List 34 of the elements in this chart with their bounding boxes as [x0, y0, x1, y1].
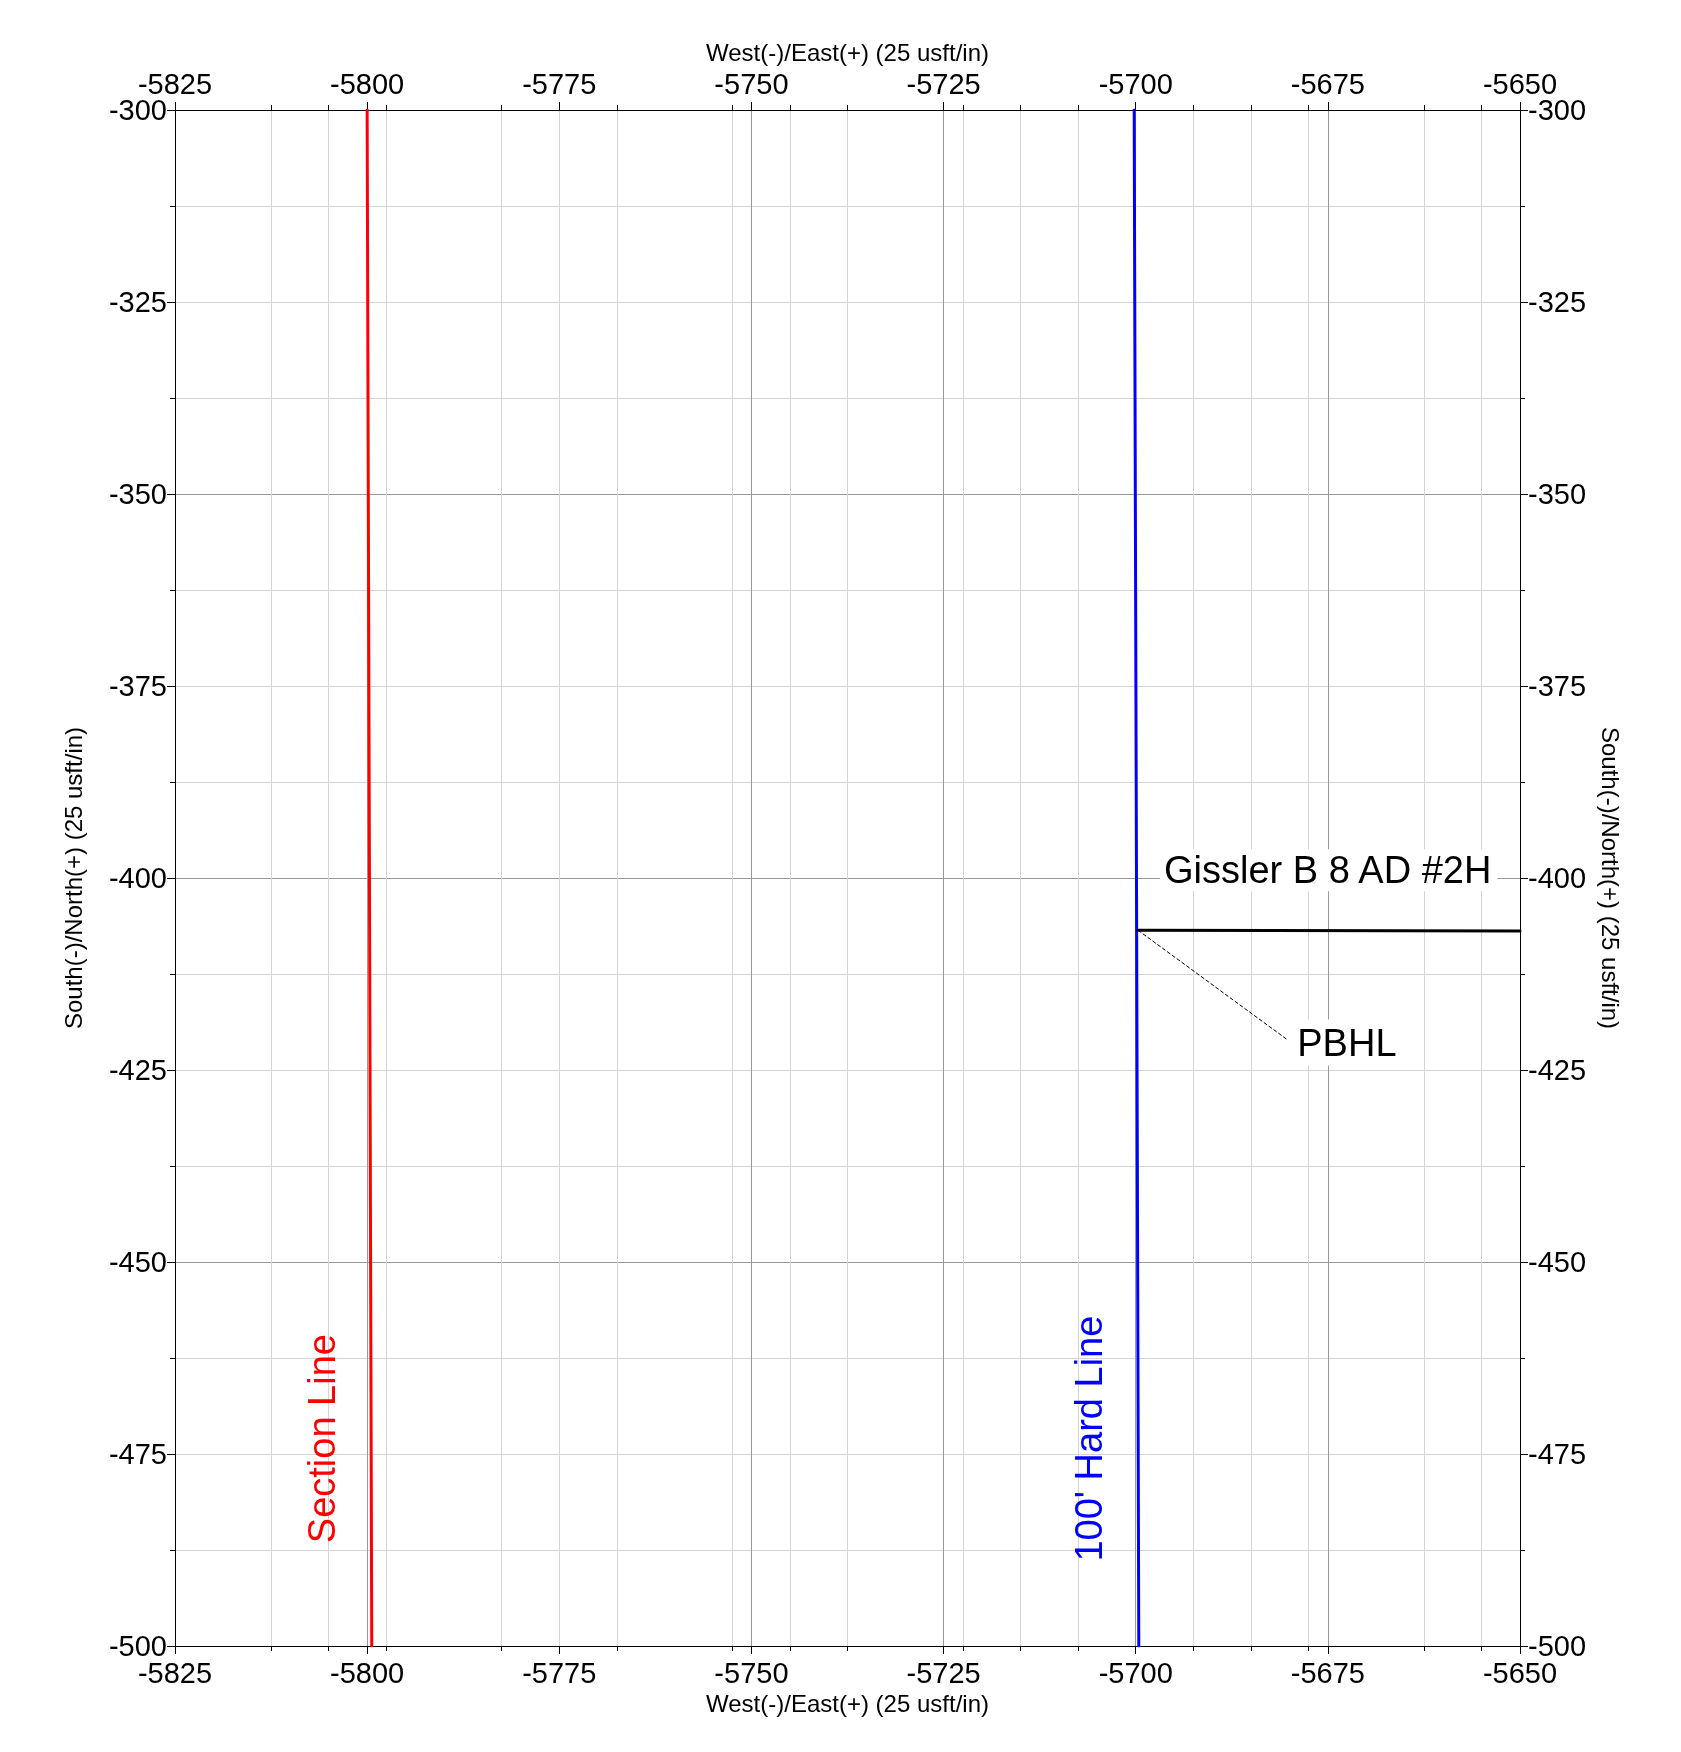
x2-tick-label: -5725: [906, 67, 981, 100]
y2-tick-label: -350: [1528, 478, 1587, 510]
text: Section Line: [300, 1334, 343, 1544]
text: 100' Hard Line: [1067, 1315, 1110, 1562]
x-tick-label: -5725: [906, 1656, 981, 1689]
y2-tick-label: -450: [1528, 1246, 1587, 1278]
y-tick-label: -475: [108, 1438, 167, 1470]
x2-tick-label: -5800: [330, 67, 405, 100]
x2-tick-label: -5750: [714, 67, 789, 100]
y2-tick-label: -400: [1528, 862, 1587, 894]
y-tick-label: -425: [108, 1054, 167, 1086]
x2-tick-label: -5775: [522, 67, 597, 100]
y-tick-label: -325: [108, 286, 167, 318]
annotation: PBHL: [1297, 1021, 1397, 1064]
y2-tick-label: -325: [1528, 286, 1587, 318]
x2-axis-title: West(-)/East(+) (25 usft/in): [706, 38, 989, 66]
x-axis-title: West(-)/East(+) (25 usft/in): [706, 1690, 989, 1718]
y2-axis-title: South(-)/North(+) (25 usft/in): [1596, 726, 1624, 1030]
x-tick-label: -5700: [1098, 1656, 1173, 1689]
x-tick-label: -5675: [1290, 1656, 1365, 1689]
y2-tick-label: -425: [1528, 1054, 1587, 1086]
y-tick-label: -400: [108, 862, 167, 894]
y-tick-label: -450: [108, 1246, 167, 1278]
y-tick-label: -350: [108, 478, 167, 510]
y2-tick-label: -475: [1528, 1438, 1587, 1470]
x-tick-label: -5775: [522, 1656, 597, 1689]
y2-tick-label: -375: [1528, 670, 1587, 702]
y-tick-label: -375: [108, 670, 167, 702]
x-tick-label: -5750: [714, 1656, 789, 1689]
series-label: Gissler B 8 AD #2H: [1164, 849, 1492, 892]
y-axis-title: South(-)/North(+) (25 usft/in): [59, 726, 87, 1030]
x-tick-label: -5800: [330, 1656, 405, 1689]
x2-tick-label: -5700: [1098, 67, 1173, 100]
x2-tick-label: -5675: [1290, 67, 1365, 100]
